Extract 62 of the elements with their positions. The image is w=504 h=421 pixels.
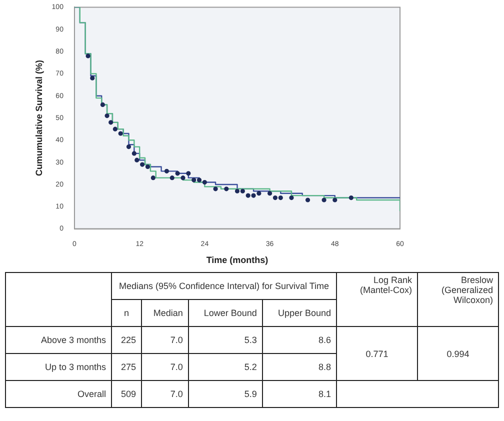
x-axis-title: Time (months) <box>206 255 268 266</box>
text: 5.3 <box>188 326 262 354</box>
point <box>90 76 95 80</box>
point <box>134 158 140 162</box>
text: 275 <box>112 354 142 380</box>
text: Up to 3 months <box>6 354 112 380</box>
text: 7.0 <box>142 354 188 380</box>
point <box>348 195 354 200</box>
point <box>192 178 196 182</box>
text: 8.8 <box>262 354 336 380</box>
point <box>140 162 145 167</box>
text: 5.9 <box>188 380 262 408</box>
point <box>180 176 186 180</box>
text: Median <box>142 300 188 326</box>
text: Breslow (Generalized Wilcoxon) <box>418 272 498 326</box>
point <box>251 193 256 198</box>
point <box>322 198 326 202</box>
text: Overall <box>6 380 112 408</box>
point <box>224 186 229 192</box>
point <box>234 188 240 194</box>
point <box>86 54 90 58</box>
point <box>145 164 150 170</box>
point <box>108 120 114 125</box>
text: 0.771 <box>336 326 418 380</box>
point <box>256 191 262 196</box>
text: 8.1 <box>262 380 336 408</box>
y-axis-title: Cumumulative Survival (%) <box>34 60 44 176</box>
point <box>267 191 272 196</box>
point <box>170 176 174 180</box>
text: 8.6 <box>262 326 336 354</box>
text: Medians (95% Confidence Interval) for Survival Time <box>112 272 336 300</box>
point <box>150 176 156 180</box>
point <box>100 102 105 108</box>
point <box>132 151 136 156</box>
point <box>305 198 310 202</box>
point <box>186 171 191 176</box>
point <box>196 178 202 182</box>
point <box>289 195 294 200</box>
point <box>202 180 207 185</box>
text: 7.0 <box>142 326 188 354</box>
point <box>213 186 218 192</box>
point <box>126 144 132 150</box>
point <box>240 188 245 194</box>
point <box>246 193 250 198</box>
text: Above 3 months <box>6 326 112 354</box>
text: 225 <box>112 326 142 354</box>
text: n <box>112 300 142 326</box>
point <box>112 126 118 132</box>
text: Lower Bound <box>188 300 262 326</box>
point <box>164 168 170 174</box>
point <box>272 195 278 200</box>
point <box>104 113 110 118</box>
text: 5.2 <box>188 354 262 380</box>
text: 0.994 <box>418 326 498 380</box>
text: 7.0 <box>142 380 188 408</box>
point <box>118 131 123 136</box>
text: Upper Bound <box>262 300 336 326</box>
point <box>175 171 180 176</box>
point <box>332 198 338 202</box>
text: Log Rank (Mantel-Cox) <box>336 272 418 326</box>
text: 509 <box>112 380 142 408</box>
point <box>278 195 283 200</box>
